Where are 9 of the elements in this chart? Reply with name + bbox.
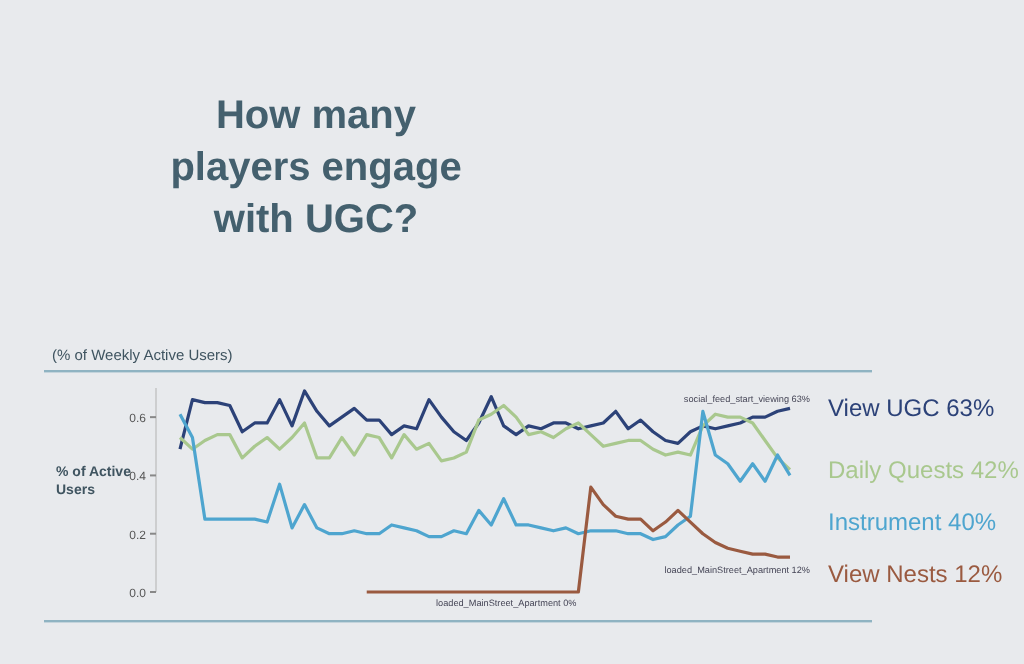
series-label: View UGC 63%	[828, 394, 995, 423]
series-label: Daily Quests 42%	[828, 455, 1020, 484]
line-series	[178, 409, 792, 542]
text: Instrument 40%	[828, 507, 997, 536]
chart-title: How many players engage with UGC?	[170, 94, 462, 242]
series-label: View Nests 12%	[828, 559, 1003, 588]
line-series	[178, 403, 792, 472]
line-series	[365, 485, 792, 594]
line-series	[178, 389, 792, 451]
